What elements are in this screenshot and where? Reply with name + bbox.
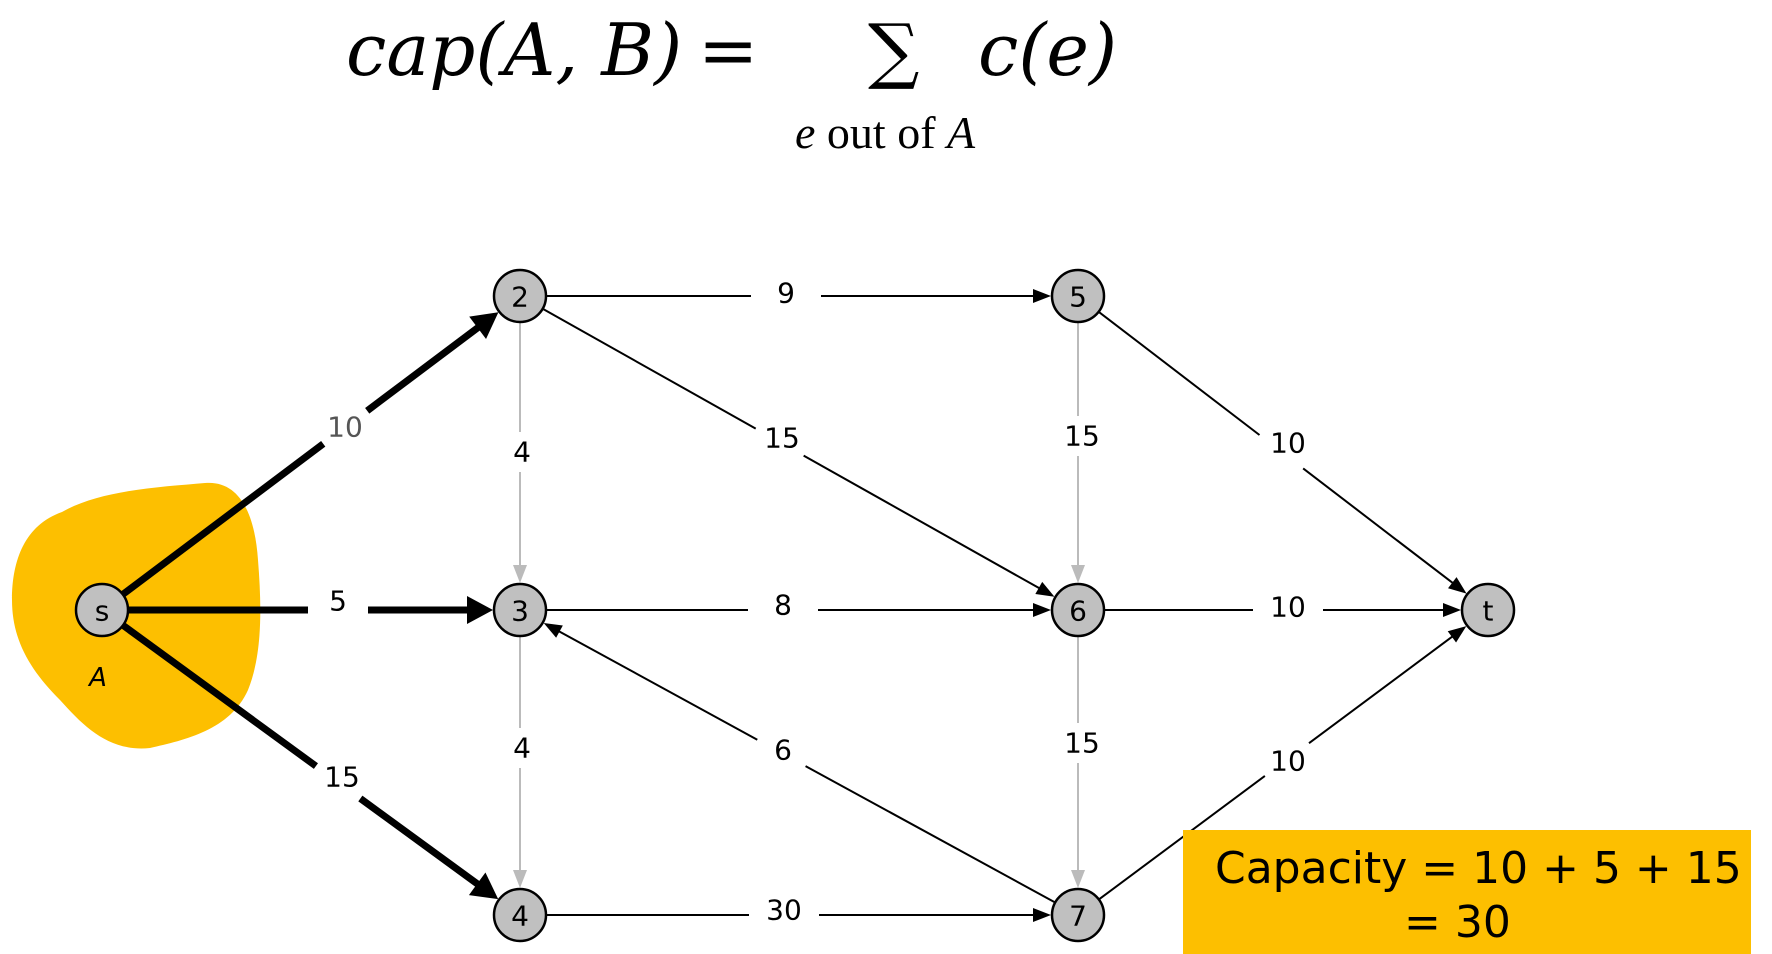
edge-3-4-capacity: 4 (513, 732, 531, 765)
edge-7-t-segment-b (1308, 634, 1455, 744)
edge-5-6: 15 (1064, 322, 1100, 583)
node-s-label: s (95, 595, 110, 628)
edge-s-4-capacity: 15 (324, 761, 360, 794)
node-2: 2 (492, 268, 548, 324)
edge-s-4-segment-a (120, 622, 318, 769)
edge-5-t-arrowhead (1448, 577, 1467, 594)
node-t: t (1460, 582, 1516, 638)
edges-layer: 10 5 15 9 15 4 8 4 30 6 15 15 10 10 10 (120, 277, 1467, 927)
edge-2-5: 9 (546, 277, 1051, 310)
node-7-circle (1050, 887, 1106, 943)
edge-2-3: 4 (513, 322, 531, 583)
formula-subscript: e out of A (795, 107, 976, 158)
node-7-label: 7 (1069, 900, 1087, 933)
edge-5-t: 10 (1098, 311, 1467, 594)
edge-3-6-capacity: 8 (774, 589, 792, 622)
capacity-box-line2: = 30 (1404, 897, 1511, 948)
edge-s-2-capacity: 10 (327, 411, 363, 444)
edge-s-2: 10 (120, 312, 499, 598)
edge-7-3-segment-b (557, 629, 758, 741)
edge-s-3-arrowhead (467, 596, 493, 624)
edge-7-t: 10 (1098, 626, 1467, 901)
node-4-label: 4 (511, 900, 529, 933)
node-5: 5 (1050, 268, 1106, 324)
nodes-layer: s 2 3 4 5 6 7 t (74, 268, 1516, 943)
edge-2-6-segment-b (803, 454, 1042, 590)
node-7: 7 (1050, 887, 1106, 943)
edge-2-6-capacity: 15 (764, 422, 800, 455)
edge-2-6-segment-a (542, 307, 757, 430)
edge-4-7-capacity: 30 (766, 894, 802, 927)
capacity-box-line1: Capacity = 10 + 5 + 15 (1215, 843, 1742, 894)
edge-2-3-arrowhead (513, 565, 527, 583)
edge-7-t-capacity: 10 (1270, 745, 1306, 778)
edge-5-t-capacity: 10 (1270, 427, 1306, 460)
node-6-label: 6 (1069, 595, 1087, 628)
node-t-circle (1460, 582, 1516, 638)
edge-s-3: 5 (128, 585, 493, 624)
node-t-label: t (1483, 595, 1494, 628)
edge-7-t-arrowhead (1447, 626, 1467, 643)
node-4-circle (492, 887, 548, 943)
edge-2-5-arrowhead (1033, 289, 1051, 303)
edge-2-6: 15 (542, 307, 1055, 597)
edge-3-4: 4 (513, 636, 531, 888)
node-4: 4 (492, 887, 548, 943)
edge-6-7-arrowhead (1071, 870, 1085, 888)
edge-4-7-arrowhead (1033, 908, 1051, 922)
formula-equals: = (698, 8, 758, 92)
edge-7-3-arrowhead (543, 622, 563, 638)
edge-7-3-segment-a (805, 765, 1056, 904)
edge-6-t-capacity: 10 (1270, 591, 1306, 624)
formula-sub-var: e (795, 107, 815, 158)
formula-sub-text: out of (815, 107, 947, 158)
edge-6-t: 10 (1104, 591, 1461, 624)
edge-s-2-segment-a (120, 441, 326, 598)
edge-2-5-capacity: 9 (777, 277, 795, 310)
capacity-box-bg (1183, 830, 1751, 954)
edge-5-t-segment-b (1302, 467, 1455, 585)
edge-s-2-segment-b (365, 322, 483, 414)
set-a-label: A (87, 663, 107, 693)
edge-6-t-arrowhead (1443, 603, 1461, 617)
node-6: 6 (1050, 582, 1106, 638)
node-5-label: 5 (1069, 281, 1087, 314)
capacity-formula: cap(A, B) = ∑ c(e) e out of A (346, 8, 1117, 158)
edge-6-7: 15 (1064, 636, 1100, 888)
edge-6-7-capacity: 15 (1064, 727, 1100, 760)
node-2-label: 2 (511, 281, 529, 314)
edge-5-6-capacity: 15 (1064, 420, 1100, 453)
capacity-box: Capacity = 10 + 5 + 15 = 30 (1183, 830, 1751, 954)
node-6-circle (1050, 582, 1106, 638)
node-3-label: 3 (511, 595, 529, 628)
edge-2-6-arrowhead (1035, 581, 1055, 597)
node-s: s (74, 582, 130, 638)
node-2-circle (492, 268, 548, 324)
edge-s-2-arrowhead (469, 312, 499, 340)
node-3-circle (492, 582, 548, 638)
edge-7-3: 6 (543, 622, 1056, 904)
edge-s-4-segment-b (358, 795, 483, 889)
edge-s-3-capacity: 5 (329, 585, 347, 618)
edge-s-4-arrowhead (468, 872, 499, 900)
edge-7-t-segment-a (1098, 775, 1266, 901)
edge-3-6-arrowhead (1033, 603, 1051, 617)
node-5-circle (1050, 268, 1106, 324)
edge-4-7: 30 (546, 894, 1051, 927)
node-3: 3 (492, 582, 548, 638)
edge-3-4-arrowhead (513, 870, 527, 888)
formula-rhs: c(e) (978, 8, 1117, 92)
edge-s-4: 15 (120, 622, 499, 900)
node-s-circle (74, 582, 130, 638)
formula-lhs: cap(A, B) (346, 8, 682, 92)
edge-7-3-capacity: 6 (774, 734, 792, 767)
formula-sigma: ∑ (868, 8, 919, 92)
edge-5-6-arrowhead (1071, 565, 1085, 583)
edge-2-3-capacity: 4 (513, 436, 531, 469)
edge-3-6: 8 (546, 589, 1051, 622)
formula-sub-set: A (944, 107, 976, 158)
edge-5-t-segment-a (1098, 311, 1261, 436)
